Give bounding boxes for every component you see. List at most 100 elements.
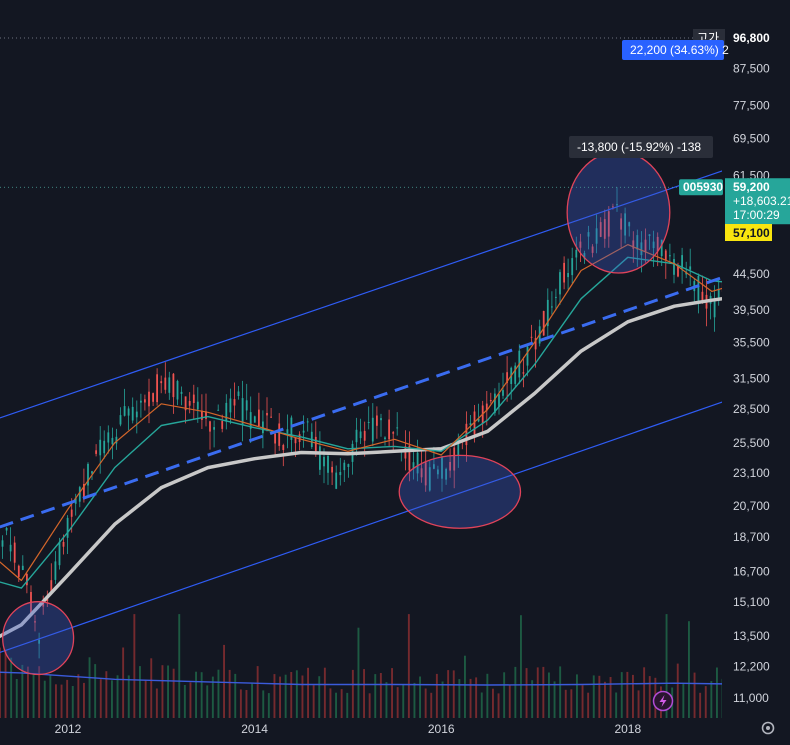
candle-body [587, 232, 590, 237]
candle-body [237, 391, 240, 396]
volume-bar [419, 676, 421, 718]
volume-bar [32, 674, 35, 718]
volume-bar [396, 687, 399, 718]
volume-bar [301, 675, 304, 718]
volume-bar [323, 667, 326, 718]
volume-bar [15, 679, 18, 718]
measure-label-text: 22,200 (34.63%) 2 [630, 43, 729, 57]
volume-bar [363, 669, 365, 718]
volume-bar [424, 688, 427, 718]
volume-bar [167, 665, 169, 718]
candle-body [164, 377, 167, 390]
candle-body [331, 466, 333, 473]
candle-body [5, 528, 8, 531]
volume-bar [676, 663, 679, 718]
volume-bar [536, 667, 539, 718]
candle-body [575, 249, 578, 258]
candle-body [172, 373, 175, 398]
volume-bar [295, 670, 298, 718]
volume-bar [66, 679, 69, 718]
volume-bar [648, 676, 651, 718]
candle-body [91, 471, 93, 474]
candle-body [201, 410, 203, 420]
settings-gear-icon[interactable] [761, 721, 775, 735]
volume-bar [262, 690, 265, 718]
candle-body [103, 440, 106, 454]
candle-body [689, 266, 692, 270]
candle-body [111, 437, 114, 445]
volume-bar [665, 614, 668, 718]
candle-body [457, 441, 460, 456]
volume-bar [71, 686, 74, 718]
volume-bar [335, 692, 337, 718]
candle-body [347, 464, 350, 467]
candle-body [323, 456, 325, 467]
volume-bar [441, 681, 444, 718]
candle-body [298, 434, 301, 442]
volume-bar [195, 671, 197, 718]
candle-body [514, 365, 517, 384]
candle-body [522, 372, 525, 374]
lightning-icon[interactable] [652, 690, 674, 712]
price-tick-label: 13,500 [733, 629, 770, 643]
volume-bar [682, 683, 685, 718]
candle-body [636, 235, 639, 250]
measure-label-bg [622, 40, 724, 60]
volume-bar [721, 678, 722, 718]
candle-body [127, 408, 130, 416]
candle-body [74, 497, 77, 504]
candle-body [249, 412, 252, 429]
candle-body [221, 420, 224, 429]
volume-bar [604, 681, 606, 718]
volume-bar [60, 684, 63, 718]
ticker-tag-bg [679, 179, 723, 196]
measure-label-box: 22,200 (34.63%) 2 [622, 40, 729, 60]
candle-body [21, 565, 24, 570]
candle-body [144, 399, 146, 403]
candle-body [87, 463, 89, 486]
price-tick-label: 18,700 [733, 530, 770, 544]
volume-bar [497, 693, 500, 718]
candle-body [555, 296, 557, 298]
candle-body [502, 390, 504, 396]
volume-bar [83, 682, 85, 718]
candle-body [371, 417, 374, 442]
candle-body [135, 411, 138, 418]
price-tick-label: 16,700 [733, 564, 770, 578]
candle-body [1, 540, 4, 547]
volume-bar [251, 683, 253, 718]
drawdown-label-box: -13,800 (-15.92%) -138 [569, 136, 713, 158]
volume-bar [27, 666, 29, 718]
drawdown-label-text: -13,800 (-15.92%) -138 [577, 140, 701, 154]
candle-body [563, 262, 565, 283]
candle-body [123, 406, 126, 416]
volume-bar [548, 672, 550, 718]
volume-bar [49, 674, 52, 718]
volume-bar [704, 686, 707, 718]
candle-body [396, 427, 399, 429]
price-tick-label: 11,000 [733, 691, 769, 705]
price-tag-change: +18,603.21 [733, 194, 790, 208]
volume-bar [329, 688, 332, 718]
candle-body [266, 413, 268, 416]
volume-bar [267, 693, 270, 718]
price-axis[interactable]: 96,80087,50077,50069,50061,50044,50039,5… [679, 0, 790, 745]
time-tick-label: 2014 [241, 722, 268, 736]
volume-bar [228, 669, 231, 718]
candle-body [54, 561, 57, 580]
candle-body [717, 288, 720, 301]
candle-body [624, 213, 626, 236]
candle-body [559, 272, 561, 295]
volume-bar [385, 682, 388, 718]
candle-body [713, 301, 716, 318]
time-axis[interactable]: 2012201420162018202020222024202 [0, 718, 790, 745]
candle-body [506, 372, 508, 383]
time-axis-background [0, 718, 790, 745]
candle-body [542, 311, 545, 336]
volume-bar [598, 675, 601, 718]
candle-body [278, 423, 281, 446]
volume-bar [178, 614, 181, 718]
candle-body [620, 218, 622, 230]
